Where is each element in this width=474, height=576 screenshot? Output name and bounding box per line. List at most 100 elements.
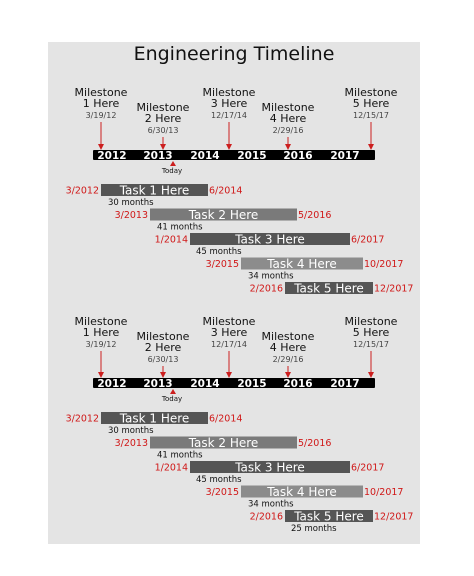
today-marker-icon: [170, 161, 176, 166]
year-label: 2013: [143, 378, 172, 390]
task-label: Task 2 Here: [188, 436, 259, 450]
task-start-date: 1/2014: [155, 463, 188, 474]
milestone-date: 6/30/13: [148, 355, 179, 364]
task-duration: 45 months: [196, 475, 242, 485]
milestone-date: 12/17/14: [211, 111, 247, 120]
task-end-date: 6/2014: [209, 414, 242, 425]
task-start-date: 1/2014: [155, 235, 188, 246]
milestone-subtitle: 3 Here: [211, 326, 248, 339]
milestone-title: Milestone: [262, 330, 315, 343]
year-label: 2015: [237, 150, 266, 162]
milestone-subtitle: 1 Here: [83, 326, 120, 339]
task-start-date: 2/2016: [250, 512, 283, 523]
milestone-marker-icon: [98, 372, 104, 378]
task-row-5: Task 5 Here 2/2016 12/2017: [250, 282, 414, 296]
milestone-date: 6/30/13: [148, 126, 179, 135]
task-end-date: 6/2017: [351, 463, 384, 474]
task-row-3: Task 3 Here 1/2014 6/2017 45 months: [155, 461, 385, 486]
today-marker-icon: [170, 389, 176, 394]
milestone-title: Milestone: [137, 330, 190, 343]
task-duration: 30 months: [108, 426, 154, 436]
task-start-date: 3/2012: [66, 186, 99, 197]
milestone-title: Milestone: [262, 101, 315, 114]
milestone-marker-icon: [160, 144, 166, 150]
year-axis: [93, 378, 375, 388]
task-row-2: Task 2 Here 3/2013 5/2016 41 months: [115, 436, 332, 461]
task-row-4: Task 4 Here 3/2015 10/2017 34 months: [206, 485, 404, 510]
milestone-subtitle: 5 Here: [353, 97, 390, 110]
task-end-date: 6/2014: [209, 186, 242, 197]
milestone-title: Milestone: [345, 86, 398, 99]
year-label: 2012: [97, 378, 126, 390]
task-end-date: 10/2017: [364, 487, 403, 498]
milestone-marker-icon: [368, 144, 374, 150]
task-label: Task 3 Here: [234, 461, 305, 475]
task-row-3: Task 3 Here 1/2014 6/2017 45 months: [155, 233, 385, 258]
milestone-title: Milestone: [137, 101, 190, 114]
task-bar: [150, 436, 297, 449]
year-label: 2014: [190, 378, 219, 390]
year-label: 2013: [143, 150, 172, 162]
milestone-date: 3/19/12: [86, 111, 117, 120]
milestone-title: Milestone: [345, 315, 398, 328]
task-duration: 30 months: [108, 198, 154, 208]
milestone-title: Milestone: [75, 315, 128, 328]
milestone-date: 2/29/16: [273, 126, 304, 135]
year-label: 2015: [237, 378, 266, 390]
milestone-title: Milestone: [203, 86, 256, 99]
task-label: Task 1 Here: [119, 412, 190, 426]
year-label: 2016: [283, 150, 312, 162]
year-label: 2016: [283, 378, 312, 390]
task-row-1: Task 1 Here 3/2012 6/2014 30 months: [66, 412, 243, 437]
task-start-date: 3/2015: [206, 259, 239, 270]
milestone-marker-icon: [285, 144, 291, 150]
task-bar: [190, 233, 350, 245]
task-row-4: Task 4 Here 3/2015 10/2017 34 months: [206, 257, 404, 282]
task-start-date: 3/2015: [206, 487, 239, 498]
task-start-date: 3/2013: [115, 210, 148, 221]
year-label: 2014: [190, 150, 219, 162]
milestone-marker-icon: [285, 372, 291, 378]
milestone-marker-icon: [226, 144, 232, 150]
task-bar: [101, 412, 208, 424]
task-row-1: Task 1 Here 3/2012 6/2014 30 months: [66, 184, 243, 209]
task-label: Task 4 Here: [266, 485, 337, 499]
year-label: 2012: [97, 150, 126, 162]
task-bar: [285, 282, 373, 294]
task-bar: [150, 208, 297, 221]
task-duration: 25 months: [291, 524, 337, 534]
task-duration: 34 months: [248, 272, 294, 282]
task-row-2: Task 2 Here 3/2013 5/2016 41 months: [115, 208, 332, 233]
task-row-5: Task 5 Here 2/2016 12/2017 25 months: [250, 510, 414, 535]
task-duration: 34 months: [248, 500, 294, 510]
task-label: Task 2 Here: [188, 208, 259, 222]
year-axis: [93, 150, 375, 160]
milestone-marker-icon: [368, 372, 374, 378]
milestone-date: 2/29/16: [273, 355, 304, 364]
milestone-subtitle: 4 Here: [270, 341, 307, 354]
task-label: Task 5 Here: [293, 510, 364, 524]
year-label: 2017: [330, 378, 359, 390]
task-start-date: 3/2013: [115, 438, 148, 449]
task-bar: [101, 184, 208, 196]
panel-background: [48, 42, 420, 296]
task-label: Task 3 Here: [234, 233, 305, 247]
today-label: Today: [161, 167, 182, 175]
milestone-subtitle: 4 Here: [270, 112, 307, 125]
milestone-subtitle: 1 Here: [83, 97, 120, 110]
milestone-subtitle: 2 Here: [145, 112, 182, 125]
task-bar: [190, 461, 350, 473]
task-end-date: 12/2017: [374, 284, 413, 295]
milestone-marker-icon: [98, 144, 104, 150]
milestone-date: 12/15/17: [353, 340, 389, 349]
